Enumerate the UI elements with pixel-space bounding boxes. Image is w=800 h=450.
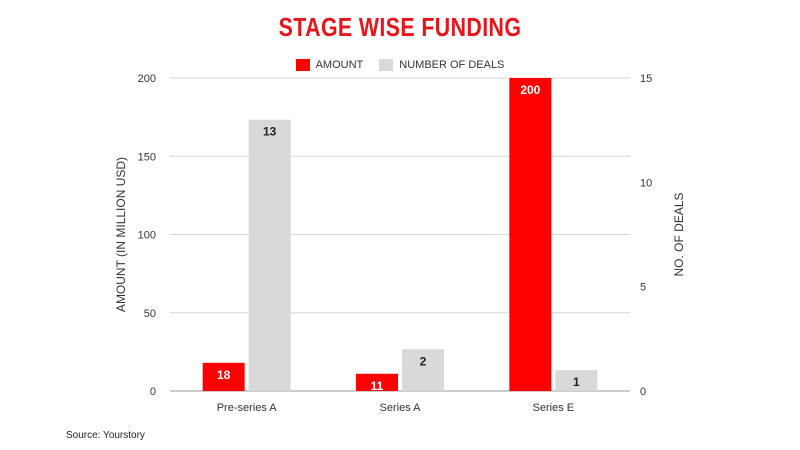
y-tick-label-right: 5 (640, 282, 646, 294)
y-axis-title-right: NO. OF DEALS (672, 192, 686, 276)
y-tick-label-left: 0 (150, 386, 156, 398)
legend-item-amount: AMOUNT (295, 59, 364, 71)
x-tick-label: Pre-series A (217, 402, 278, 414)
legend-swatch-deals (379, 59, 394, 71)
source-note: Source: Yourstory (66, 430, 145, 441)
bar-deals (402, 349, 444, 391)
data-label-deals: 2 (420, 354, 427, 368)
legend-swatch-amount (295, 59, 310, 71)
bar-deals (555, 370, 598, 391)
legend: AMOUNT NUMBER OF DEALS (0, 59, 800, 71)
y-tick-label-left: 150 (138, 151, 156, 163)
data-label-amount: 11 (371, 379, 384, 393)
bar-amount (356, 373, 398, 391)
data-label-deals: 1 (573, 375, 580, 389)
data-label-amount: 200 (520, 83, 540, 97)
bar-amount (509, 78, 552, 391)
data-label-amount: 18 (217, 368, 231, 382)
y-axis-title-left: AMOUNT (IN MILLION USD) (114, 157, 128, 312)
x-tick-label: Series A (380, 402, 422, 414)
y-tick-label-left: 200 (138, 73, 156, 85)
x-tick-label: Series E (533, 402, 575, 414)
y-tick-label-right: 15 (640, 73, 652, 85)
legend-label-amount: AMOUNT (315, 59, 364, 71)
chart-title: STAGE WISE FUNDING (278, 12, 522, 42)
legend-label-deals: NUMBER OF DEALS (399, 59, 505, 71)
y-tick-label-left: 50 (144, 308, 156, 320)
y-tick-label-left: 100 (138, 230, 156, 242)
legend-item-deals: NUMBER OF DEALS (379, 59, 504, 71)
bar-amount (202, 362, 245, 391)
data-label-deals: 13 (263, 125, 277, 139)
y-tick-label-right: 0 (640, 386, 646, 398)
y-tick-label-right: 10 (640, 177, 652, 189)
bar-deals (248, 119, 291, 391)
